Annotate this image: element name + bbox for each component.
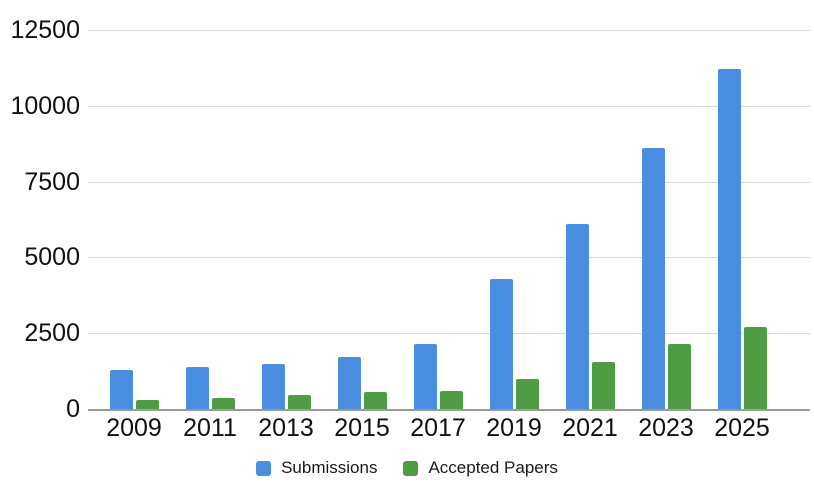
gridline	[88, 30, 810, 31]
gridline	[88, 181, 810, 183]
y-tick-label: 12500	[10, 16, 80, 44]
x-axis-line	[88, 409, 810, 411]
plot-area	[96, 30, 780, 409]
submissions-bar-2023	[641, 148, 665, 409]
accepted-papers-bar-2017	[439, 391, 463, 409]
x-tick-label: 2021	[562, 414, 618, 442]
x-tick-label: 2009	[106, 414, 162, 442]
y-tick-label: 7500	[24, 167, 80, 196]
submissions-bar-2025	[717, 69, 741, 409]
gridline	[88, 257, 810, 259]
submissions-bar-2021	[565, 224, 589, 409]
submissions-bar-2011	[185, 367, 209, 409]
submissions-bar-2015	[337, 357, 361, 409]
accepted-papers-bar-2023	[667, 344, 691, 409]
x-tick-label: 2023	[638, 414, 694, 442]
x-tick-label: 2015	[334, 414, 390, 442]
x-axis-tick-labels: 2009 2011 2013 2015 2017 2019 2021 2023 2025	[96, 414, 780, 442]
legend-item-submissions: Submissions	[256, 458, 377, 478]
legend-item-accepted-papers: Accepted Papers	[403, 458, 558, 478]
y-tick-label: 2500	[24, 319, 80, 348]
legend-swatch-icon	[403, 460, 419, 476]
gridline	[88, 105, 810, 107]
bar-group-2023	[628, 30, 704, 409]
accepted-papers-bar-2013	[287, 395, 311, 409]
bar-group-2019	[476, 30, 552, 409]
bar-group-2009	[96, 30, 172, 409]
bar-group-2015	[324, 30, 400, 409]
accepted-papers-bar-2021	[591, 362, 615, 409]
y-tick-label: 10000	[10, 91, 80, 120]
accepted-papers-bar-2011	[211, 398, 235, 409]
bar-group-2011	[172, 30, 248, 409]
x-tick-label: 2011	[183, 414, 237, 442]
x-tick-label: 2025	[714, 414, 770, 442]
legend-swatch-icon	[256, 460, 272, 476]
legend-label: Accepted Papers	[428, 458, 558, 477]
legend-label: Submissions	[281, 458, 378, 477]
x-tick-label: 2013	[258, 414, 314, 442]
bar-group-2021	[552, 30, 628, 409]
accepted-papers-bar-2009	[135, 400, 159, 409]
submissions-bar-2017	[413, 344, 437, 409]
y-tick-label: 0	[66, 395, 80, 423]
bar-group-2025	[704, 30, 780, 409]
bar-group-2017	[400, 30, 476, 409]
submissions-bar-2019	[489, 279, 513, 409]
legend: Submissions Accepted Papers	[0, 458, 814, 478]
bar-group-2013	[248, 30, 324, 409]
accepted-papers-bar-2025	[743, 327, 767, 409]
x-tick-label: 2019	[486, 414, 542, 442]
accepted-papers-bar-2019	[515, 379, 539, 409]
x-tick-label: 2017	[410, 414, 466, 442]
accepted-papers-bar-2015	[363, 392, 387, 409]
y-tick-label: 5000	[24, 243, 80, 272]
submissions-bar-2009	[109, 370, 133, 409]
gridline	[88, 333, 810, 335]
submissions-bar-2013	[261, 364, 285, 409]
